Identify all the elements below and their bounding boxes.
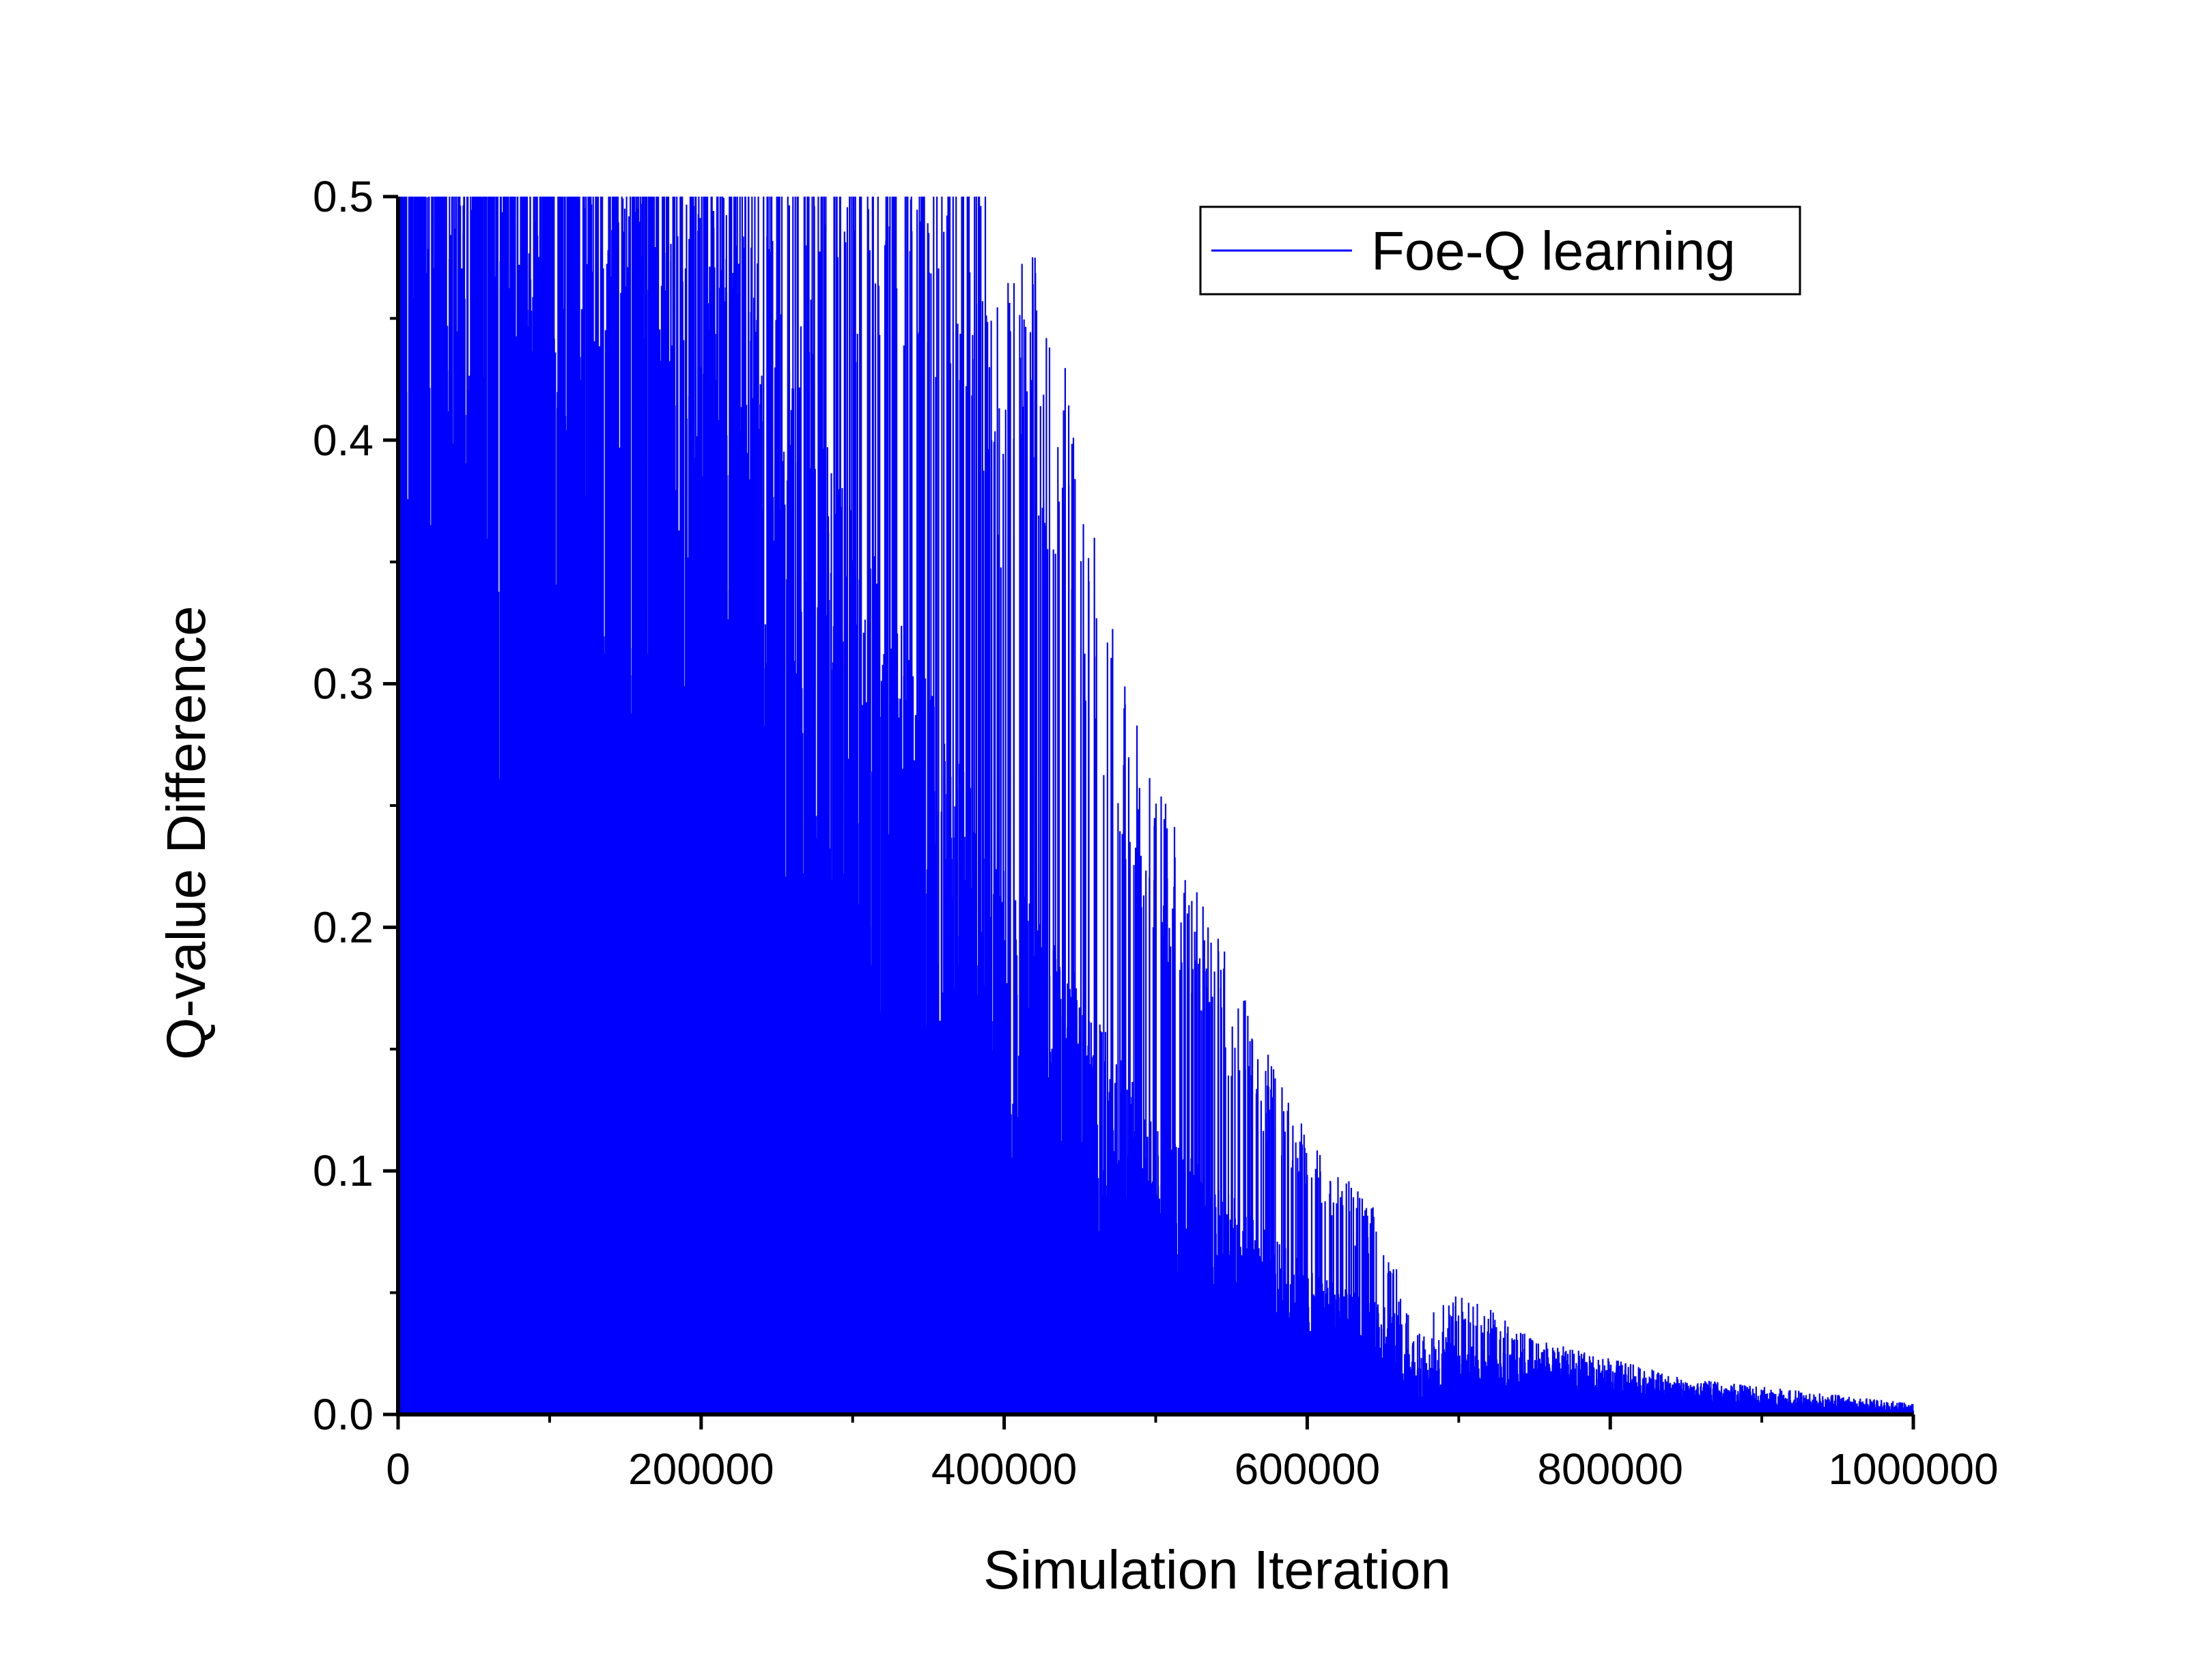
y-tick-label: 0.2	[313, 902, 374, 952]
x-tick-label: 600000	[1235, 1444, 1381, 1494]
y-tick-label: 0.3	[313, 659, 374, 709]
x-tick-label: 1000000	[1828, 1444, 1998, 1494]
x-ticks: 0 200000 400000 600000 800000 1000000	[386, 1414, 1999, 1494]
x-axis-title: Simulation Iteration	[983, 1539, 1451, 1600]
y-tick-label: 0.5	[313, 172, 374, 221]
x-tick-label: 400000	[931, 1444, 1078, 1494]
legend: Foe-Q learning	[1199, 205, 1801, 296]
y-tick-label: 0.1	[313, 1146, 374, 1195]
y-ticks: 0.0 0.1 0.2 0.3 0.4 0.5	[313, 172, 398, 1439]
axes: 0.0 0.1 0.2 0.3 0.4 0.5 0 200000 400000 600000 80…	[313, 172, 1999, 1494]
y-axis-title: Q-value Difference	[156, 606, 216, 1060]
x-tick-label: 200000	[628, 1444, 774, 1494]
y-tick-label: 0.4	[313, 416, 374, 465]
x-tick-label: 0	[386, 1444, 410, 1494]
x-tick-label: 800000	[1537, 1444, 1683, 1494]
legend-label-foe-q-learning: Foe-Q learning	[1371, 220, 1736, 281]
y-tick-label: 0.0	[313, 1390, 374, 1439]
